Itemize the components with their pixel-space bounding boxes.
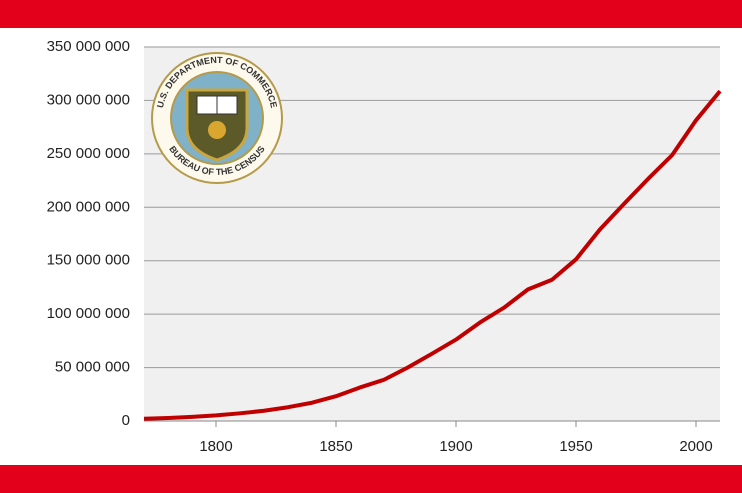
y-tick-label: 150 000 000 [47, 252, 130, 269]
x-tick-label: 1800 [199, 438, 232, 455]
y-tick-label: 100 000 000 [47, 305, 130, 322]
x-tick-label: 1850 [319, 438, 352, 455]
census-seal: U.S. DEPARTMENT OF COMMERCE BUREAU OF TH… [151, 52, 283, 184]
y-tick-label: 50 000 000 [55, 359, 130, 376]
y-tick-label: 250 000 000 [47, 145, 130, 162]
y-tick-label: 300 000 000 [47, 91, 130, 108]
x-tick-label: 2000 [679, 438, 712, 455]
x-tick-label: 1950 [559, 438, 592, 455]
top-band [0, 0, 742, 28]
y-tick-label: 0 [122, 412, 130, 429]
x-tick-label: 1900 [439, 438, 472, 455]
y-tick-label: 200 000 000 [47, 198, 130, 215]
bottom-band [0, 465, 742, 493]
data-line [143, 89, 722, 421]
y-tick-label: 350 000 000 [47, 38, 130, 55]
